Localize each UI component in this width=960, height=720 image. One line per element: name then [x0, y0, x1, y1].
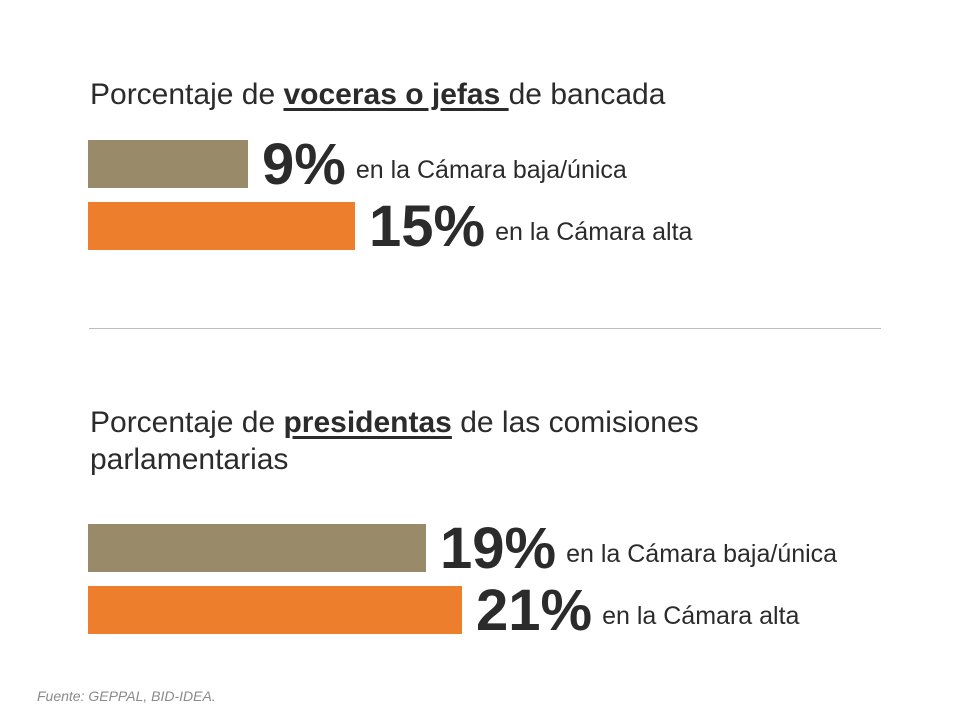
chart-2-title-keyword: presidentas — [283, 406, 452, 439]
bar — [88, 524, 426, 572]
category-label: en la Cámara baja/única — [355, 156, 627, 184]
chart-1-title: Porcentaje de voceras o jefas de bancada — [90, 78, 666, 111]
chart-1-title-keyword: voceras o jefas — [283, 78, 509, 111]
bar — [88, 586, 462, 634]
value-label: 9% — [262, 132, 346, 197]
value-label: 19% — [440, 516, 557, 581]
value-label: 15% — [369, 194, 486, 259]
source-note: Fuente: GEPPAL, BID-IDEA. — [37, 688, 216, 704]
section-divider — [89, 328, 881, 329]
category-label: en la Cámara alta — [495, 218, 693, 246]
bar — [88, 140, 248, 188]
chart-2-title: Porcentaje de presidentas de las comisio… — [90, 406, 699, 476]
category-label: en la Cámara alta — [602, 602, 800, 630]
category-label: en la Cámara baja/única — [566, 540, 838, 568]
value-label: 21% — [476, 578, 593, 643]
bar — [88, 202, 355, 250]
